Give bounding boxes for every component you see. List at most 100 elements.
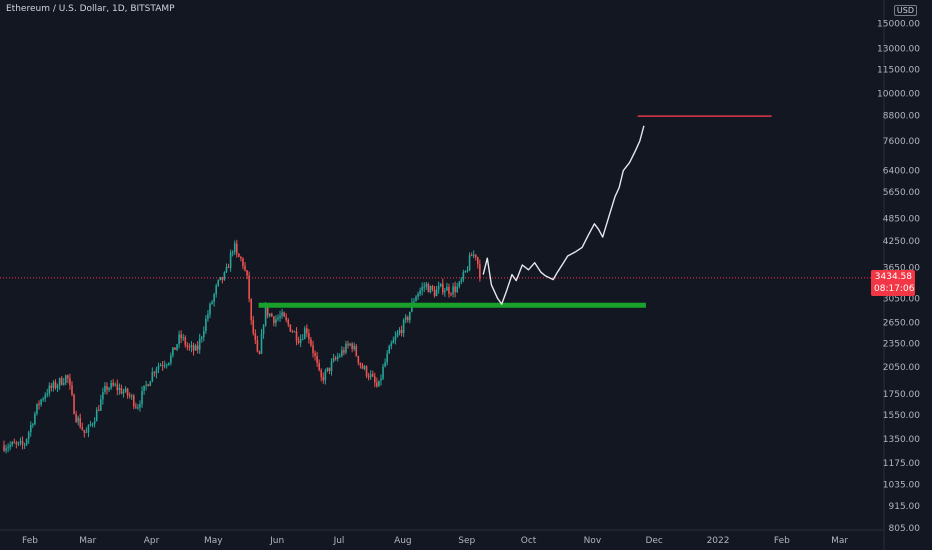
y-tick-label: 13000.00 — [877, 44, 920, 54]
candle-body — [320, 369, 323, 377]
candle-body — [404, 316, 407, 320]
candle-body — [413, 301, 415, 303]
candle-body — [462, 271, 465, 280]
candle-body — [326, 367, 329, 372]
candle-body — [355, 345, 358, 357]
candle-body — [338, 355, 341, 357]
candle-body — [108, 388, 110, 390]
candle-body — [124, 388, 127, 392]
candle-body — [285, 316, 288, 321]
candle-body — [258, 351, 261, 354]
candle-body — [50, 385, 53, 388]
candle-body — [178, 334, 180, 345]
candle-body — [194, 345, 197, 351]
candle-body — [365, 366, 368, 376]
y-tick-label: 15000.00 — [877, 20, 920, 30]
candle-body — [283, 312, 285, 317]
y-tick-label: 1035.00 — [883, 481, 920, 491]
candle-body — [65, 375, 67, 383]
y-tick-label: 7600.00 — [883, 137, 920, 147]
candle-body — [225, 267, 228, 273]
candle-body — [343, 350, 345, 353]
candle-body — [477, 257, 479, 265]
candle-body — [95, 409, 98, 422]
candle-body — [184, 337, 187, 346]
candle-body — [130, 395, 133, 397]
candle-body — [102, 392, 104, 400]
candle-body — [29, 424, 32, 433]
last-price-label: 3434.58 08:17:06 — [871, 269, 915, 296]
candle-body — [48, 385, 51, 394]
candle-body — [409, 311, 411, 321]
y-tick-label: 10000.00 — [877, 90, 920, 100]
candle-body — [266, 306, 269, 316]
candle-body — [472, 254, 475, 256]
projection-path — [482, 125, 645, 305]
candle-body — [170, 355, 172, 363]
candle-body — [81, 427, 84, 430]
candle-body — [180, 334, 182, 338]
y-tick-label: 1175.00 — [883, 459, 920, 469]
candle-body — [345, 343, 347, 353]
candle-body — [147, 384, 149, 387]
candle-body — [371, 374, 374, 377]
candle-body — [54, 382, 57, 388]
candle-body — [306, 328, 308, 334]
candle-body — [73, 394, 75, 415]
candle-body — [378, 380, 380, 387]
candle-body — [34, 413, 36, 425]
candle-body — [21, 441, 24, 445]
candle-body — [351, 343, 353, 350]
candle-body — [308, 333, 310, 340]
candle-body — [87, 425, 90, 433]
candle-body — [287, 320, 290, 325]
candle-body — [165, 364, 168, 366]
candle-body — [118, 387, 121, 391]
y-tick-label: 805.00 — [889, 524, 921, 534]
candle-body — [310, 339, 312, 346]
candle-body — [260, 333, 263, 354]
candle-body — [240, 257, 242, 259]
candle-body — [83, 429, 86, 433]
candle-body — [32, 424, 34, 426]
currency-button[interactable]: USD — [893, 5, 917, 16]
candle-body — [328, 367, 331, 372]
candle-body — [137, 407, 139, 409]
candle-body — [314, 352, 316, 357]
candle-body — [159, 365, 162, 367]
candle-body — [448, 286, 450, 294]
y-tick-label: 2050.00 — [883, 363, 920, 373]
candle-body — [75, 414, 77, 422]
candle-body — [322, 376, 325, 381]
candle-body — [151, 372, 154, 382]
y-tick-label: 5650.00 — [883, 188, 920, 198]
candle-body — [227, 267, 230, 269]
candle-body — [446, 286, 448, 291]
candle-body — [77, 418, 79, 422]
candle-body — [114, 384, 117, 386]
candle-body — [13, 442, 16, 444]
candle-body — [36, 403, 38, 414]
candle-body — [388, 346, 391, 354]
candle-body — [439, 283, 442, 287]
candle-body — [361, 365, 364, 369]
candle-body — [359, 362, 362, 366]
x-tick-label: Mar — [79, 536, 96, 546]
candle-body — [244, 266, 246, 271]
x-tick-label: Jun — [269, 536, 284, 546]
x-tick-label: Sep — [458, 536, 475, 546]
candle-body — [3, 445, 5, 451]
candle-body — [268, 313, 271, 316]
candle-body — [46, 393, 49, 395]
candle-body — [470, 255, 473, 257]
x-tick-label: 2022 — [707, 536, 730, 546]
candle-body — [394, 336, 397, 341]
candle-body — [363, 366, 366, 369]
y-tick-label: 4850.00 — [883, 214, 920, 224]
candle-body — [145, 384, 147, 386]
candle-body — [386, 353, 388, 363]
candle-body — [235, 243, 238, 254]
candle-body — [213, 294, 215, 302]
candle-body — [246, 270, 248, 276]
